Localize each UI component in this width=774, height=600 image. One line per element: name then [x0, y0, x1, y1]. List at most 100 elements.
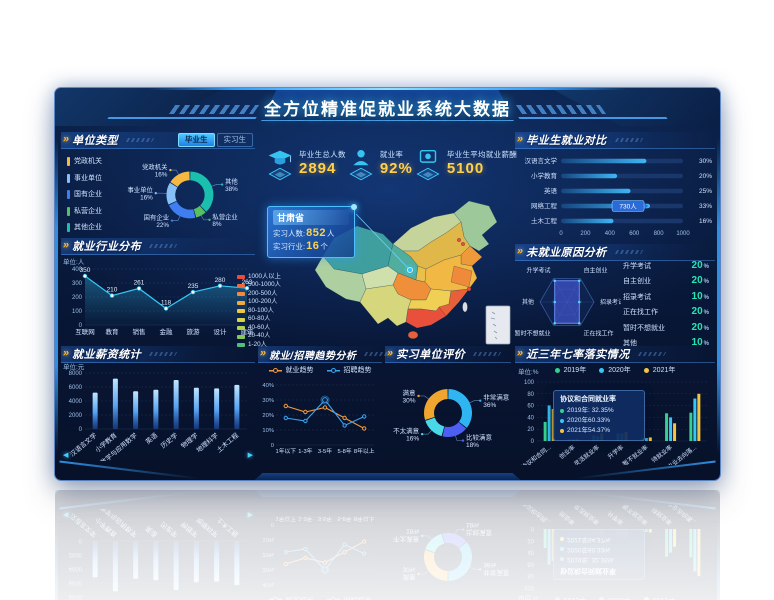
unemployed-stat-row: 招录考试 10% — [623, 290, 709, 302]
tooltip-connector-line — [355, 213, 411, 271]
edge-accent-left — [55, 138, 58, 454]
svg-text:网络工程: 网络工程 — [531, 201, 558, 210]
svg-text:0: 0 — [531, 439, 535, 445]
unit-type-donut-chart[interactable]: 党政机关 16% 事业单位 16% 国有企业 22% 私营企业 8% 其他 38% — [119, 149, 255, 237]
gansu-map-tooltip: 甘肃省 实习人数:852人 实习行业:16个 — [267, 204, 357, 258]
industry-line-chart[interactable]: 0 100 200 300 400 单位:人 350 互联网 210 教育 261 销售 118 金融 23… — [61, 255, 255, 345]
svg-text:25%: 25% — [699, 188, 712, 195]
svg-text:16%: 16% — [155, 171, 168, 178]
double-chevron-icon: » — [516, 245, 525, 257]
edge-accent-right — [717, 138, 720, 454]
svg-text:20%: 20% — [262, 413, 274, 419]
svg-text:38%: 38% — [225, 186, 238, 193]
svg-text:6000: 6000 — [69, 385, 83, 391]
legend-item[interactable]: 国有企业 — [67, 190, 119, 199]
map-legend-item: 500-1000人 — [237, 282, 281, 288]
header-decoration — [125, 138, 155, 142]
map-legend: 1000人以上 500-1000人 200-500人 100-200人 80-100人 6… — [237, 273, 281, 348]
unemployed-stat-row: 暂时不想就业 20% — [623, 321, 709, 333]
legend-item[interactable]: 私营企业 — [67, 206, 119, 216]
svg-text:200: 200 — [580, 231, 591, 237]
legend-item[interactable]: 其他企业 — [67, 223, 119, 232]
legend-item[interactable]: 党政机关 — [67, 157, 119, 166]
svg-text:国有企业: 国有企业 — [144, 213, 169, 222]
svg-text:单位:元: 单位:元 — [63, 363, 85, 371]
panel-title: 就业行业分布 — [72, 241, 142, 253]
panel-header: » 就业薪资统计 — [61, 346, 255, 363]
svg-text:正在找工作: 正在找工作 — [584, 330, 614, 338]
unemployed-stats-list: 升学考试 20% 自主创业 20% 招录考试 10% 正在找工作 20% 暂时不想就业 20% 其他… — [621, 259, 715, 349]
panel-unemployed: » 未就业原因分析 升学考试 自主创业招录考试正在找工作 暂时不想就业 其他 升学考试… — [515, 244, 715, 349]
salary-next-button[interactable]: ▶ — [247, 452, 253, 459]
kpi-stats-row: 毕业生总人数 2894 就业率 92% 毕业生平均就业薪酬 5100 — [265, 140, 517, 186]
svg-text:创业率: 创业率 — [558, 443, 577, 460]
svg-text:金融: 金融 — [160, 327, 174, 336]
unit-type-legend[interactable]: 党政机关事业单位国有企业私营企业其他企业 — [61, 149, 119, 237]
svg-text:0: 0 — [79, 323, 83, 329]
map-legend-item: 20-40人 — [237, 333, 281, 339]
panel-title: 近三年七率落实情况 — [526, 349, 630, 361]
double-chevron-icon: » — [516, 133, 525, 145]
svg-text:暂不就业率: 暂不就业率 — [621, 443, 650, 465]
map-marker-dot — [406, 267, 413, 274]
legend-item[interactable]: 2020年 — [599, 367, 631, 374]
salary-prev-button[interactable]: ◀ — [63, 452, 69, 459]
kpi-label: 毕业生总人数 — [299, 150, 346, 159]
svg-text:8%: 8% — [212, 221, 222, 228]
legend-item[interactable]: 就业趋势 — [268, 367, 314, 374]
panel-header: » 未就业原因分析 — [515, 244, 715, 261]
panel-header: » 实习单位评价 — [385, 346, 511, 363]
trend-line-chart[interactable]: 0 10% 20% 30% 40% 1年以下 1-3年 3-5年 5-8年 8年以上 — [258, 377, 382, 461]
unemployed-stat-row: 自主创业 20% — [623, 275, 709, 287]
legend-item[interactable]: 事业单位 — [67, 173, 119, 183]
svg-text:22%: 22% — [156, 222, 169, 229]
evaluation-donut-chart[interactable]: 非常满意 36% 比较满意 18% 不太满意 16% 满意 30% — [385, 363, 511, 459]
map-legend-item: 100-200人 — [237, 299, 281, 305]
svg-text:60: 60 — [527, 404, 534, 410]
series-color-dot — [560, 409, 564, 413]
svg-text:16%: 16% — [406, 436, 419, 443]
panel-title: 实习单位评价 — [396, 349, 466, 361]
svg-text:20: 20 — [527, 427, 534, 433]
trend-legend[interactable]: 就业趋势 招聘趋势 — [258, 364, 382, 377]
tooltip-row: 2019年: 32.35% — [560, 406, 638, 416]
svg-text:3-5年: 3-5年 — [318, 447, 332, 455]
svg-text:满意: 满意 — [403, 388, 417, 397]
panel-trend: » 就业/招聘趋势分析 就业趋势 招聘趋势 0 10% 20% 30% 40% 1年以下 1-… — [258, 346, 393, 461]
header-decoration — [472, 352, 502, 356]
bottom-trapezoid-decoration — [254, 473, 521, 480]
header-decoration — [148, 352, 178, 356]
svg-text:33%: 33% — [699, 203, 712, 210]
svg-text:土木工程: 土木工程 — [214, 430, 240, 454]
tab-graduates[interactable]: 毕业生 — [178, 133, 215, 147]
svg-text:400: 400 — [72, 267, 83, 273]
svg-text:2000: 2000 — [69, 413, 83, 419]
unemployed-stat-row: 升学考试 20% — [623, 259, 709, 271]
compare-hbar-chart[interactable]: 汉语言文学 30% 小学教育 20% 英语 25% 网络工程 33% 土木工程 16% 0 200 40… — [515, 149, 715, 243]
svg-text:互联网: 互联网 — [75, 327, 95, 336]
legend-item[interactable]: 2019年 — [554, 367, 586, 374]
legend-item[interactable]: 招聘趋势 — [326, 367, 372, 374]
salary-bar-chart[interactable]: 0 2000 4000 6000 8000 单位:元 汉语言文学 小学教育 数学与应用数学 英语历… — [61, 363, 255, 461]
svg-text:英语: 英语 — [544, 186, 558, 195]
panel-compare: » 毕业生就业对比 汉语言文学 30% 小学教育 20% 英语 25% 网络工程 33% 土木工… — [515, 132, 715, 242]
svg-text:汉语言文学: 汉语言文学 — [525, 156, 558, 165]
svg-text:不太满意: 不太满意 — [393, 426, 420, 435]
svg-text:招录考试: 招录考试 — [600, 298, 621, 306]
svg-text:30%: 30% — [262, 398, 274, 404]
seven-rates-legend[interactable]: 单位:% 2019年 2020年 2021年 — [515, 364, 715, 377]
bottom-left-line — [59, 460, 199, 480]
graduate-cap-icon — [265, 144, 295, 182]
legend-item[interactable]: 2021年 — [643, 367, 675, 374]
tab-interns[interactable]: 实习生 — [216, 133, 253, 147]
panel-header: » 近三年七率落实情况 — [515, 346, 715, 363]
kpi-label: 毕业生平均就业薪酬 — [446, 150, 518, 159]
panel-title: 就业/招聘趋势分析 — [269, 350, 357, 362]
svg-text:200: 200 — [72, 295, 83, 301]
china-map[interactable] — [258, 188, 513, 346]
unemployed-radar-chart[interactable]: 升学考试 自主创业招录考试正在找工作 暂时不想就业 其他 — [515, 261, 621, 345]
svg-text:升学考试: 升学考试 — [526, 266, 550, 274]
svg-text:1年以下: 1年以下 — [275, 447, 296, 455]
svg-text:8000: 8000 — [69, 371, 83, 377]
panel-industry: » 就业行业分布 0 100 200 300 400 单位:人 350 互联网 210 教育 261… — [61, 238, 255, 344]
